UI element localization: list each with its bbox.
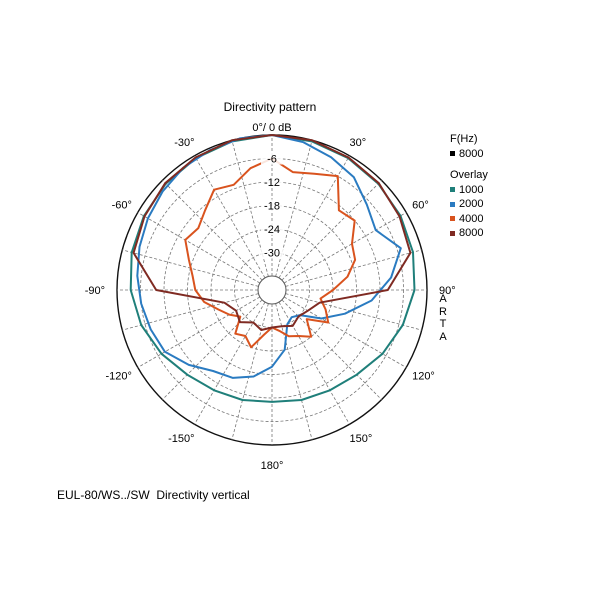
legend-swatch-8000 <box>450 230 455 236</box>
top-label: 0°/ 0 dB <box>252 122 291 134</box>
arta-letter: R <box>439 305 447 318</box>
angle-label: -150° <box>168 433 194 445</box>
legend-overlay-header: Overlay <box>450 169 488 181</box>
series-2000 <box>136 134 402 379</box>
grid-spoke <box>194 155 266 279</box>
radial-tick-bg <box>261 246 283 259</box>
grid-spoke <box>281 299 382 400</box>
legend-swatch-1000 <box>450 187 455 193</box>
angle-label: -60° <box>112 200 132 212</box>
radial-tick-label: -24 <box>264 224 280 236</box>
radial-tick-bg <box>261 152 283 165</box>
legend-swatch-freq <box>450 151 455 157</box>
legend-swatch-2000 <box>450 201 455 207</box>
radial-tick-bg <box>261 176 283 188</box>
radial-tick-label: -30 <box>264 248 280 260</box>
angle-label: 30° <box>350 137 367 149</box>
radial-tick-bg <box>261 223 283 235</box>
arta-letter: A <box>439 293 447 305</box>
angle-label: -90° <box>85 285 105 297</box>
arta-side-label: A R T A <box>437 293 449 343</box>
angle-label: -120° <box>105 371 131 383</box>
grid-spoke <box>231 140 269 277</box>
angle-label: 150° <box>350 433 373 445</box>
arta-letter: T <box>439 318 447 330</box>
legend-entry-1000: 1000 <box>450 183 488 198</box>
axis-labels: 0°/ 0 dB -6 -12 -18 -24 -30 30° 60° 90° 120° 150° 1… <box>85 122 456 472</box>
radial-tick-label: -18 <box>264 201 280 213</box>
polar-grid <box>116 134 428 446</box>
angle-label: -30° <box>174 137 194 149</box>
radial-tick-bg <box>261 199 283 212</box>
grid-spoke <box>285 293 422 331</box>
grid-spoke <box>137 296 261 368</box>
grid-spoke <box>281 180 382 281</box>
legend-entry-4000: 4000 <box>450 212 488 227</box>
grid-spoke <box>231 303 269 440</box>
grid-spoke <box>122 293 259 331</box>
chart-title: Directivity pattern <box>223 100 317 114</box>
grid-spoke <box>275 303 313 440</box>
grid-spoke <box>194 301 266 425</box>
legend-label-8000: 8000 <box>459 227 484 239</box>
grid-spoke <box>275 140 313 277</box>
legend-freq-entry: 8000 <box>450 147 488 162</box>
grid-spoke <box>162 299 263 400</box>
legend-label-2000: 2000 <box>459 198 484 210</box>
caption: EUL-80/WS../SW Directivity vertical <box>57 488 250 502</box>
grid-spoke <box>137 212 261 284</box>
legend-freq-label: 8000 <box>459 147 484 160</box>
angle-label: 60° <box>412 200 429 212</box>
grid-spoke <box>283 296 407 368</box>
angle-label: 120° <box>412 371 435 383</box>
angle-label: 90° <box>439 285 456 297</box>
series-8000 <box>132 134 412 331</box>
legend: F(Hz) 8000 Overlay 1000 2000 4000 8000 <box>450 132 488 241</box>
series-1000 <box>129 134 416 403</box>
radial-tick-label: -12 <box>264 177 280 189</box>
arta-letter: A <box>439 330 447 343</box>
legend-label-1000: 1000 <box>459 183 484 196</box>
grid-spoke <box>278 301 350 425</box>
grid-spoke <box>283 212 407 284</box>
angle-label: 180° <box>261 460 284 472</box>
legend-label-4000: 4000 <box>459 212 484 225</box>
legend-entry-8000: 8000 <box>450 226 488 241</box>
legend-freq-header: F(Hz) <box>450 133 478 145</box>
grid-spoke <box>162 180 263 281</box>
grid-center-circle <box>257 275 287 305</box>
legend-entry-2000: 2000 <box>450 197 488 212</box>
radial-tick-label: -6 <box>267 154 277 166</box>
series-layer <box>129 134 416 403</box>
legend-swatch-4000 <box>450 216 455 222</box>
